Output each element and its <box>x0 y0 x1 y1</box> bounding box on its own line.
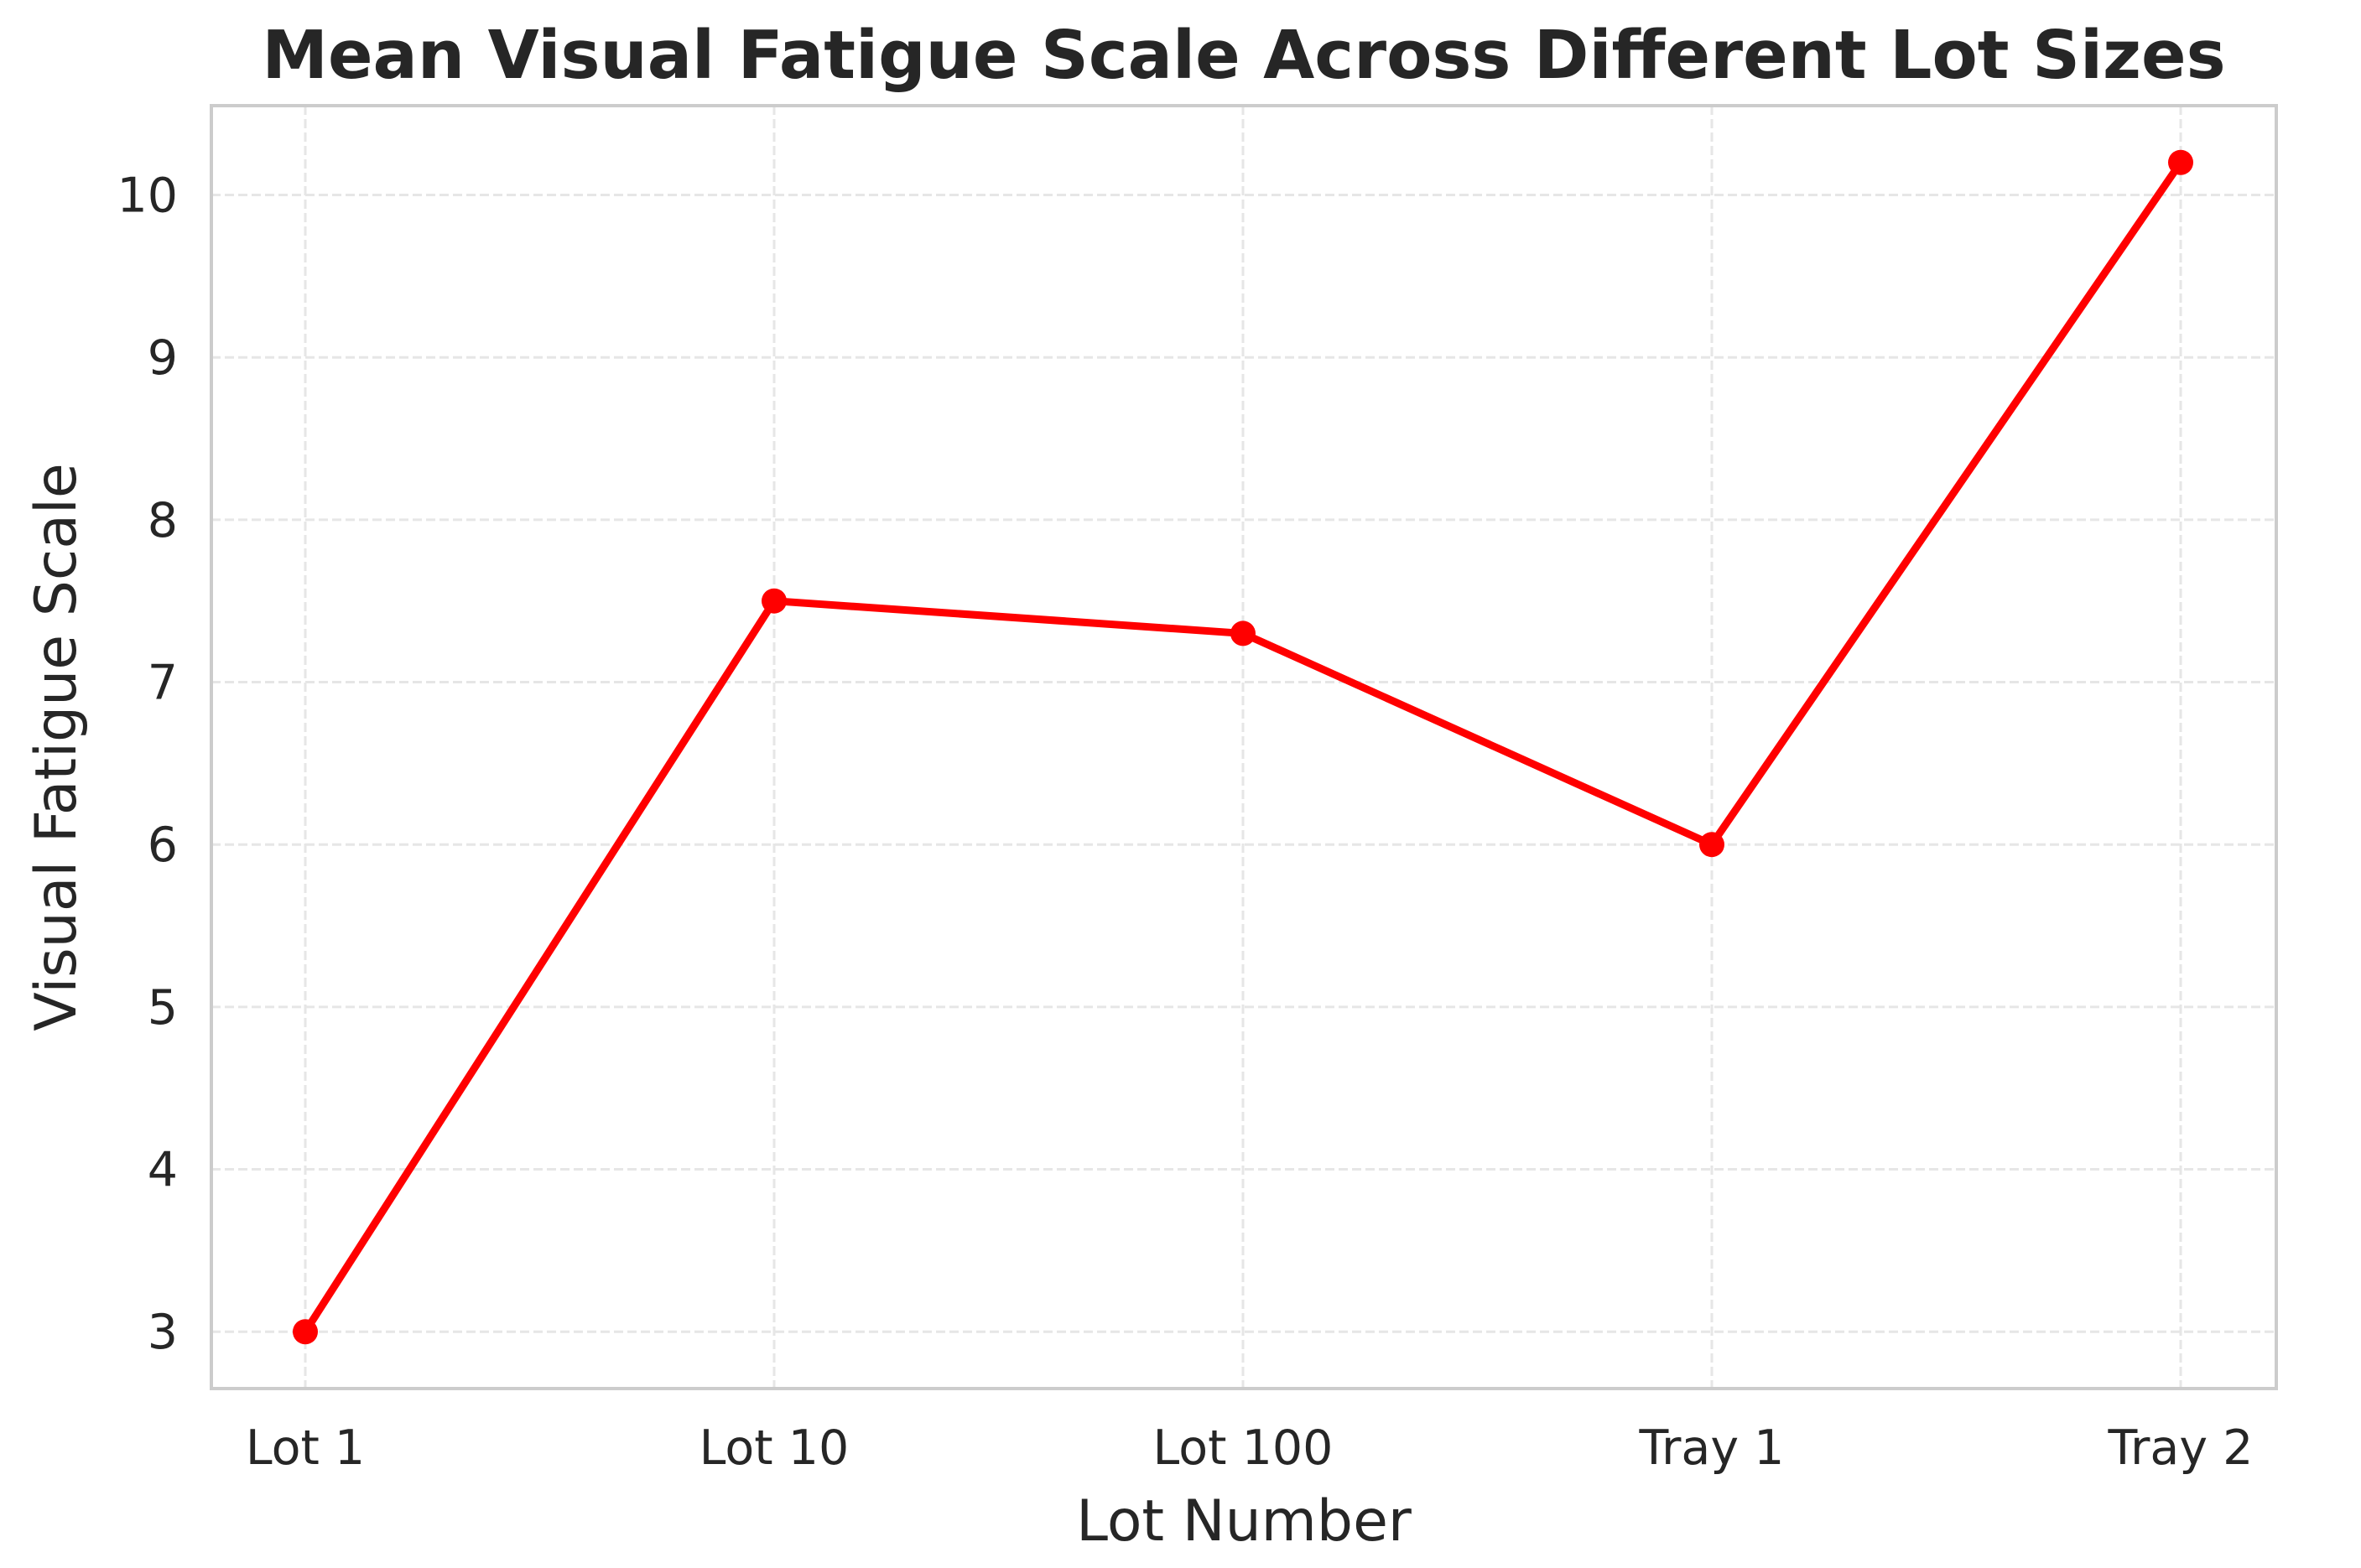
y-tick-label: 9 <box>148 330 178 386</box>
data-point <box>293 1319 318 1345</box>
y-tick-label: 4 <box>148 1143 178 1198</box>
y-tick-label: 6 <box>148 818 178 873</box>
data-point <box>1699 832 1724 858</box>
x-tick-label: Tray 1 <box>1639 1420 1785 1476</box>
grid-lines <box>211 106 2276 1389</box>
y-tick-label: 3 <box>148 1305 178 1360</box>
x-axis-ticks: Lot 1 Lot 10 Lot 100 Tray 1 Tray 2 <box>246 1420 2254 1476</box>
x-tick-label: Lot 100 <box>1153 1420 1334 1476</box>
x-tick-label: Tray 2 <box>2108 1420 2254 1476</box>
y-tick-label: 8 <box>148 493 178 548</box>
data-point <box>1230 620 1256 646</box>
data-point <box>2168 149 2193 175</box>
x-tick-label: Lot 10 <box>699 1420 850 1476</box>
y-tick-label: 5 <box>148 980 178 1036</box>
x-tick-label: Lot 1 <box>246 1420 365 1476</box>
y-axis-label: Visual Fatigue Scale <box>23 463 90 1031</box>
series-layer <box>293 149 2193 1345</box>
plot-frame <box>210 104 2278 1390</box>
y-tick-label: 7 <box>148 656 178 711</box>
chart-title: Mean Visual Fatigue Scale Across Differe… <box>262 17 2225 94</box>
y-tick-label: 10 <box>117 169 178 224</box>
x-axis-label: Lot Number <box>1076 1488 1412 1555</box>
data-point <box>762 588 787 614</box>
y-axis-ticks: 3 4 5 6 7 8 9 10 <box>117 169 178 1361</box>
